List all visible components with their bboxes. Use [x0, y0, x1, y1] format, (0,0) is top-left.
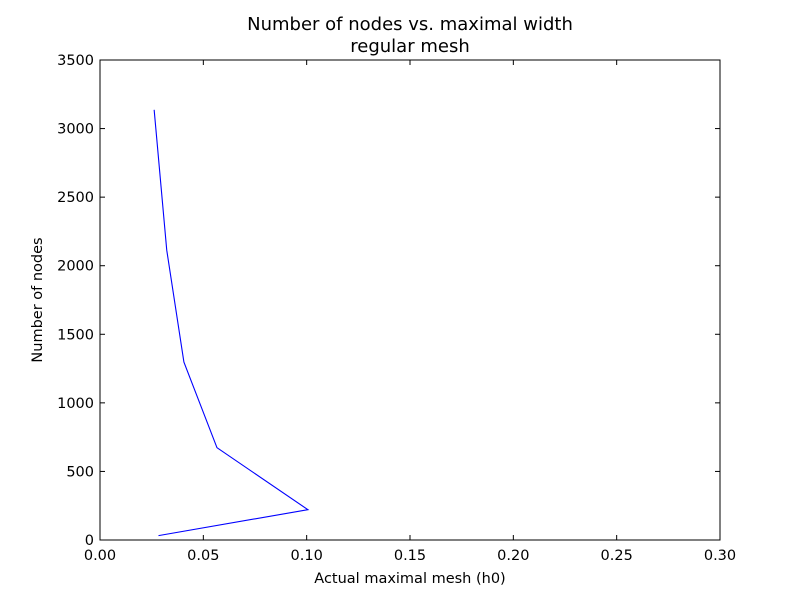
y-tick-label: 3000: [57, 122, 94, 138]
x-tick-label: 0.15: [394, 548, 426, 564]
y-tick-label: 1500: [57, 327, 94, 343]
series-line-0: [153, 109, 310, 537]
y-tick-label: 3500: [57, 53, 94, 69]
x-tick-label: 0.05: [187, 548, 219, 564]
y-tick-label: 0: [85, 533, 94, 549]
y-tick-label: 2500: [57, 190, 94, 206]
y-tick-label: 500: [66, 464, 94, 480]
x-tick-label: 0.10: [291, 548, 323, 564]
plot-frame: [99, 59, 721, 541]
x-tick-label: 0.00: [84, 548, 116, 564]
y-tick-label: 1000: [57, 396, 94, 412]
x-tick-label: 0.30: [704, 548, 736, 564]
x-axis-label: Actual maximal mesh (h0): [314, 571, 505, 587]
plot-area: 0.00 0.05 0.10 0.15 0.20 0.25 0.30 0 500 1000 1500…: [57, 53, 736, 564]
chart-title: Number of nodes vs. maximal width: [247, 14, 573, 35]
y-axis-label: Number of nodes: [30, 237, 46, 362]
y-tick-label: 2000: [57, 259, 94, 275]
x-tick-label: 0.20: [497, 548, 529, 564]
chart-subtitle: regular mesh: [350, 36, 469, 57]
x-tick-label: 0.25: [601, 548, 633, 564]
